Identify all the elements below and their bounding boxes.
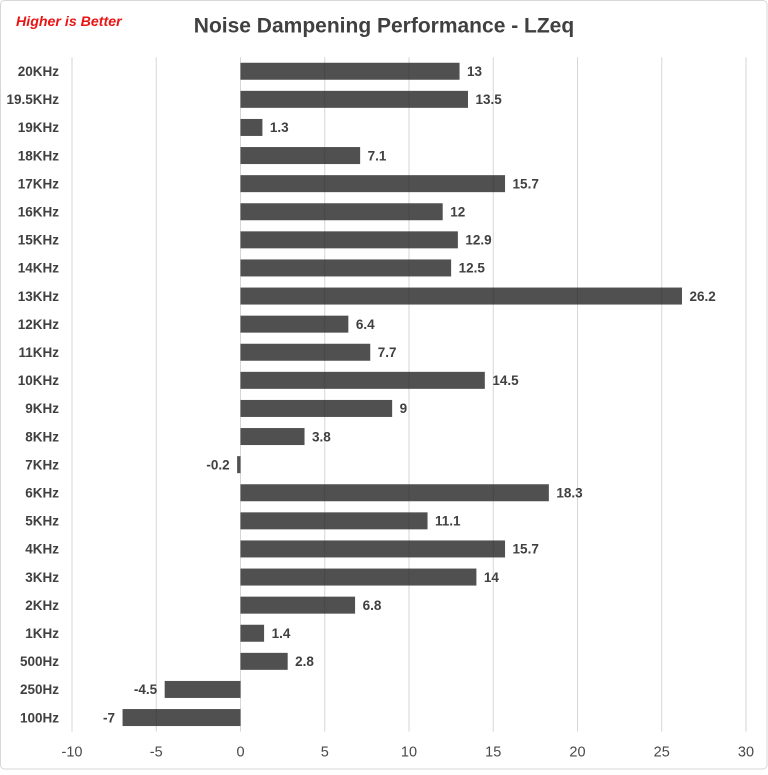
svg-text:7KHz: 7KHz: [25, 457, 59, 472]
svg-text:-5: -5: [150, 745, 163, 761]
svg-text:-7: -7: [103, 710, 115, 725]
svg-text:10KHz: 10KHz: [18, 373, 60, 388]
svg-text:17KHz: 17KHz: [18, 176, 60, 191]
svg-text:13.5: 13.5: [475, 92, 502, 107]
svg-text:12.5: 12.5: [459, 261, 486, 276]
svg-text:0: 0: [236, 745, 244, 761]
svg-text:100Hz: 100Hz: [20, 710, 59, 725]
svg-text:Noise Dampening Performance -: Noise Dampening Performance - LZeq: [194, 15, 574, 38]
svg-text:12.9: 12.9: [465, 233, 491, 248]
svg-text:15.7: 15.7: [513, 176, 539, 191]
svg-text:1KHz: 1KHz: [25, 626, 59, 641]
svg-text:1.3: 1.3: [270, 120, 289, 135]
svg-text:3KHz: 3KHz: [25, 570, 59, 585]
svg-text:6.8: 6.8: [363, 598, 382, 613]
svg-text:12KHz: 12KHz: [18, 317, 60, 332]
svg-text:20: 20: [569, 745, 585, 761]
svg-text:15.7: 15.7: [513, 542, 539, 557]
svg-text:6.4: 6.4: [356, 317, 375, 332]
svg-text:6KHz: 6KHz: [25, 485, 59, 500]
svg-text:11KHz: 11KHz: [18, 345, 59, 360]
svg-text:-0.2: -0.2: [206, 457, 229, 472]
svg-text:16KHz: 16KHz: [18, 204, 60, 219]
svg-text:18KHz: 18KHz: [18, 148, 60, 163]
svg-text:10: 10: [401, 745, 417, 761]
svg-text:-4.5: -4.5: [134, 682, 158, 697]
svg-text:2.8: 2.8: [295, 654, 314, 669]
svg-text:9: 9: [400, 401, 408, 416]
svg-text:7.7: 7.7: [378, 345, 397, 360]
svg-text:5KHz: 5KHz: [25, 514, 59, 529]
svg-text:3.8: 3.8: [312, 429, 331, 444]
svg-text:8KHz: 8KHz: [25, 429, 59, 444]
svg-text:19.5KHz: 19.5KHz: [6, 92, 59, 107]
svg-text:Higher is Better: Higher is Better: [16, 14, 123, 30]
svg-text:14KHz: 14KHz: [18, 261, 60, 276]
svg-text:9KHz: 9KHz: [25, 401, 59, 416]
svg-text:14: 14: [484, 570, 500, 585]
svg-text:26.2: 26.2: [689, 289, 715, 304]
svg-text:-10: -10: [62, 745, 83, 761]
svg-text:11.1: 11.1: [435, 514, 461, 529]
svg-text:4KHz: 4KHz: [25, 542, 59, 557]
svg-text:5: 5: [321, 745, 329, 761]
svg-text:1.4: 1.4: [272, 626, 291, 641]
svg-text:30: 30: [738, 745, 754, 761]
svg-text:250Hz: 250Hz: [20, 682, 59, 697]
svg-text:15KHz: 15KHz: [18, 233, 60, 248]
svg-text:500Hz: 500Hz: [20, 654, 59, 669]
svg-text:14.5: 14.5: [492, 373, 519, 388]
svg-text:25: 25: [654, 745, 670, 761]
svg-text:7.1: 7.1: [368, 148, 387, 163]
svg-text:13KHz: 13KHz: [18, 289, 60, 304]
svg-text:19KHz: 19KHz: [18, 120, 60, 135]
svg-text:18.3: 18.3: [556, 485, 583, 500]
svg-text:12: 12: [450, 204, 465, 219]
svg-text:13: 13: [467, 64, 483, 79]
svg-text:20KHz: 20KHz: [18, 64, 60, 79]
svg-text:15: 15: [485, 745, 501, 761]
svg-text:2KHz: 2KHz: [25, 598, 59, 613]
